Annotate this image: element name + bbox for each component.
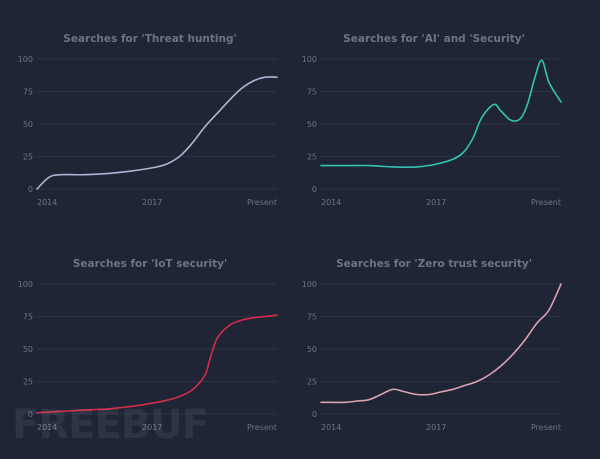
- x-tick-label: Present: [531, 198, 561, 207]
- chart-iot-security: Searches for 'IoT security' 0 25 50 75 100 201…: [0, 225, 300, 454]
- series-line: [320, 59, 562, 169]
- x-tick-label: 2014: [321, 423, 341, 432]
- y-tick-label: 50: [307, 120, 317, 129]
- y-tick-label: 75: [307, 313, 317, 322]
- series-line: [36, 76, 278, 190]
- y-tick-label: 0: [312, 185, 317, 194]
- y-tick-label: 0: [28, 410, 33, 419]
- y-tick-label: 100: [302, 280, 317, 289]
- y-tick-label: 75: [23, 88, 33, 97]
- chart-iot-security-svg: Searches for 'IoT security' 0 25 50 75 100 201…: [18, 258, 278, 432]
- x-tick-label: 2017: [426, 423, 446, 432]
- chart-ai-security-svg: Searches for 'AI' and 'Security' 0 25 50 75 1…: [302, 33, 562, 207]
- x-tick-label: 2014: [321, 198, 341, 207]
- y-tick-label: 50: [23, 120, 33, 129]
- x-tick-label: 2017: [142, 198, 162, 207]
- chart-threat-hunting-svg: Searches for 'Threat hunting' 0 25 50 75 100 2…: [18, 33, 278, 207]
- y-tick-label: 0: [28, 185, 33, 194]
- freebuf-watermark: FREEBUF: [12, 402, 209, 448]
- y-tick-label: 25: [307, 153, 317, 162]
- x-tick-label: Present: [531, 423, 561, 432]
- chart-ai-security: Searches for 'AI' and 'Security' 0 25 50 75 1…: [284, 0, 584, 229]
- y-tick-label: 100: [18, 280, 33, 289]
- y-tick-label: 100: [302, 55, 317, 64]
- x-tick-label: 2017: [142, 423, 162, 432]
- y-tick-label: 0: [312, 410, 317, 419]
- y-tick-label: 50: [23, 345, 33, 354]
- chart-title: Searches for 'Zero trust security': [336, 258, 532, 270]
- series-line: [320, 283, 562, 404]
- x-tick-label: Present: [247, 423, 277, 432]
- y-tick-label: 75: [23, 313, 33, 322]
- y-tick-label: 25: [23, 378, 33, 387]
- x-tick-label: Present: [247, 198, 277, 207]
- chart-zero-trust-security: Searches for 'Zero trust security' 0 25 50 7…: [284, 225, 584, 454]
- y-tick-label: 25: [23, 153, 33, 162]
- y-tick-label: 25: [307, 378, 317, 387]
- x-tick-label: 2017: [426, 198, 446, 207]
- chart-title: Searches for 'AI' and 'Security': [343, 33, 525, 45]
- y-tick-label: 100: [18, 55, 33, 64]
- chart-title: Searches for 'Threat hunting': [63, 33, 236, 45]
- chart-threat-hunting: Searches for 'Threat hunting' 0 25 50 75 100 2…: [0, 0, 300, 229]
- x-tick-label: 2014: [37, 198, 57, 207]
- chart-title: Searches for 'IoT security': [73, 258, 227, 270]
- series-line: [36, 314, 278, 414]
- y-tick-label: 50: [307, 345, 317, 354]
- x-tick-label: 2014: [37, 423, 57, 432]
- y-tick-label: 75: [307, 88, 317, 97]
- chart-zero-trust-security-svg: Searches for 'Zero trust security' 0 25 50 7…: [302, 258, 562, 432]
